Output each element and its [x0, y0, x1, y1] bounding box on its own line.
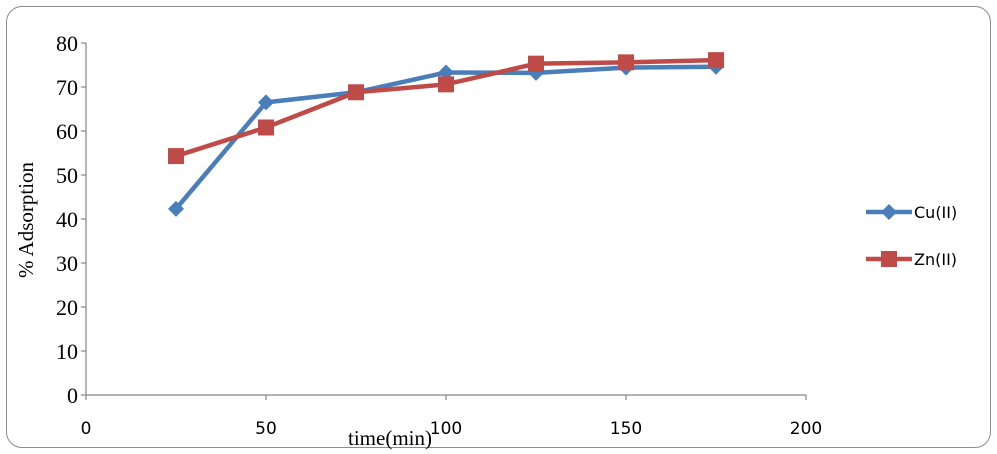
- y-tick-label: 20: [56, 295, 78, 320]
- legend: Cu(II) Zn(II): [866, 203, 957, 269]
- axes: [81, 42, 807, 400]
- y-tick-label: 30: [56, 251, 78, 276]
- y-tick-labels: 0 10 20 30 40 50 60 70 80: [56, 31, 78, 408]
- series-layer: [168, 52, 724, 217]
- x-tick-label: 100: [430, 419, 462, 439]
- x-tick-label: 150: [610, 419, 642, 439]
- x-tick-labels: 0 50 100 150 200: [81, 419, 823, 439]
- y-tick-label: 80: [56, 31, 78, 56]
- legend-item: Cu(II): [866, 203, 957, 222]
- x-axis-title: time(min): [348, 426, 432, 450]
- y-tick-label: 0: [67, 383, 78, 408]
- legend-marker: [881, 204, 897, 220]
- data-point: [618, 54, 634, 71]
- data-point: [438, 76, 454, 93]
- data-point: [258, 119, 274, 136]
- x-tick-label: 50: [255, 419, 277, 439]
- series-zn-ii-: [168, 52, 724, 165]
- y-tick-label: 50: [56, 163, 78, 188]
- y-axis-title: % Adsorption: [14, 161, 38, 278]
- y-tick-label: 60: [56, 119, 78, 144]
- chart-frame: [6, 6, 991, 448]
- y-tick-label: 40: [56, 207, 78, 232]
- y-tick-label: 70: [56, 75, 78, 100]
- data-point: [348, 84, 364, 101]
- data-point: [168, 200, 184, 217]
- legend-label: Zn(II): [914, 250, 957, 269]
- data-point: [528, 55, 544, 72]
- legend-label: Cu(II): [914, 203, 957, 222]
- y-tick-label: 10: [56, 339, 78, 364]
- legend-marker: [881, 251, 897, 267]
- data-point: [708, 52, 724, 69]
- data-point: [258, 94, 274, 111]
- data-point: [168, 148, 184, 165]
- legend-item: Zn(II): [866, 250, 957, 269]
- x-tick-label: 0: [81, 419, 92, 439]
- x-tick-label: 200: [790, 419, 822, 439]
